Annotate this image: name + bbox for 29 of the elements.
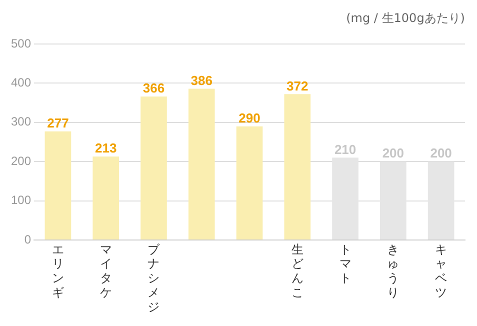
x-tick-label: エリンギ bbox=[52, 242, 64, 300]
y-tick-label: 0 bbox=[24, 232, 32, 246]
y-tick-label: 100 bbox=[10, 193, 32, 208]
data-label: 200 bbox=[382, 146, 404, 161]
x-tick-label: マイタケ bbox=[100, 242, 112, 300]
bar bbox=[140, 96, 167, 240]
y-tick-label: 300 bbox=[10, 114, 32, 129]
y-tick-label: 200 bbox=[10, 154, 32, 168]
data-label: 290 bbox=[238, 110, 260, 126]
bar bbox=[284, 94, 311, 240]
data-label: 386 bbox=[190, 72, 212, 88]
data-label: 277 bbox=[47, 115, 69, 130]
data-label: 372 bbox=[286, 78, 308, 94]
bar bbox=[44, 131, 72, 240]
x-tick-label: キャベツ bbox=[435, 242, 448, 300]
x-tick-label: ブナシメジ bbox=[148, 242, 161, 314]
data-label: 213 bbox=[95, 140, 117, 156]
x-tick-label: 生どんこ bbox=[291, 242, 304, 300]
chart-subtitle: (mg / 生100gあたり) bbox=[346, 10, 465, 27]
y-tick-label: 500 bbox=[10, 36, 32, 50]
data-label: 210 bbox=[334, 142, 356, 157]
bar bbox=[236, 126, 263, 240]
x-tick-label: きゅうり bbox=[387, 242, 400, 300]
bar bbox=[188, 88, 215, 240]
data-label: 366 bbox=[142, 80, 165, 96]
data-label: 200 bbox=[430, 146, 452, 161]
bar bbox=[92, 156, 120, 240]
x-tick-label: トマト bbox=[339, 242, 352, 286]
y-tick-label: 400 bbox=[10, 76, 32, 90]
